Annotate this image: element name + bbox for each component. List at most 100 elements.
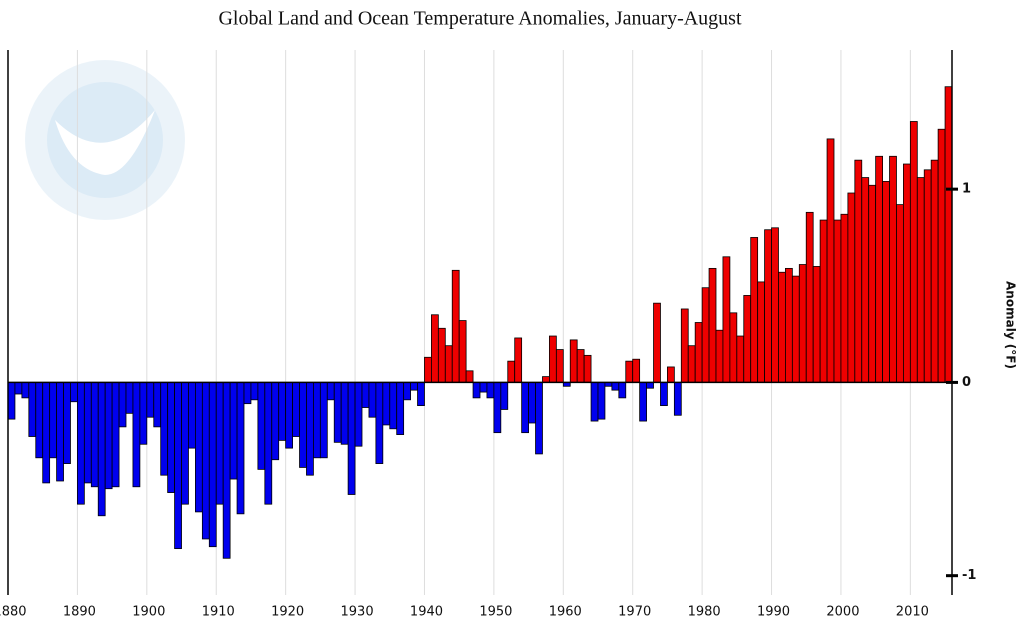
bar — [687, 345, 696, 383]
x-tick-label: 2000 — [826, 605, 859, 620]
bar — [576, 349, 585, 383]
bar — [778, 271, 786, 383]
bar — [507, 360, 516, 383]
bar — [875, 155, 883, 383]
bar — [542, 376, 550, 383]
bar — [736, 335, 745, 383]
bar — [937, 128, 946, 383]
bar — [292, 382, 300, 437]
bar — [340, 382, 349, 445]
bar — [326, 382, 335, 401]
bar — [229, 382, 238, 480]
bar — [56, 382, 64, 482]
bar — [701, 287, 710, 383]
bar — [826, 138, 835, 383]
y-tick-label: 1 — [962, 182, 971, 197]
bar — [333, 382, 342, 443]
bar — [431, 314, 439, 383]
x-tick-label: 1980 — [688, 605, 721, 620]
bar — [785, 267, 793, 383]
y-tick-label: 0 — [962, 375, 971, 390]
bar — [660, 382, 668, 407]
bar — [618, 382, 627, 399]
x-tick-label: 1930 — [341, 605, 374, 620]
bar — [743, 295, 752, 383]
bar — [42, 382, 51, 484]
bar — [243, 382, 252, 405]
bar — [896, 204, 904, 383]
bar — [750, 237, 759, 383]
logo-bird — [55, 110, 155, 175]
bar — [368, 382, 377, 418]
bar — [104, 382, 113, 490]
bar — [625, 360, 634, 383]
bar — [791, 275, 800, 383]
bar — [819, 219, 828, 383]
x-tick-label: 1910 — [202, 605, 235, 620]
bar — [764, 229, 772, 383]
bar — [486, 382, 495, 399]
bar — [812, 266, 821, 383]
bar — [903, 163, 911, 383]
bar — [458, 320, 467, 383]
bar — [111, 382, 120, 488]
x-tick-label: 1960 — [549, 605, 582, 620]
bar — [299, 382, 307, 468]
bar — [757, 281, 765, 383]
bar — [396, 382, 405, 435]
bar — [188, 382, 196, 449]
bar — [14, 382, 23, 395]
bar — [500, 382, 509, 410]
bar — [444, 345, 453, 383]
bar — [479, 382, 488, 393]
logo — [25, 60, 185, 220]
x-tick-label: 1950 — [479, 605, 512, 620]
bar — [118, 382, 127, 428]
x-tick-label: 1900 — [132, 605, 165, 620]
bar — [708, 267, 717, 383]
chart-title: Global Land and Ocean Temperature Anomal… — [218, 8, 742, 30]
bar — [528, 382, 536, 424]
bar — [271, 382, 280, 461]
bar — [63, 382, 71, 464]
x-tick-label: 1920 — [271, 605, 304, 620]
bar — [7, 382, 16, 420]
bar — [833, 219, 842, 383]
bar — [424, 356, 432, 383]
bar — [555, 349, 564, 383]
bar — [132, 382, 141, 488]
x-tick-label: 1880 — [0, 605, 27, 620]
bar — [729, 312, 738, 383]
bar — [805, 211, 814, 383]
bar — [611, 382, 620, 391]
bar — [153, 382, 162, 428]
bar — [319, 382, 328, 459]
bar — [361, 382, 370, 408]
bar — [125, 382, 134, 414]
bar — [77, 382, 85, 505]
bar — [889, 155, 897, 383]
x-tick-label: 1940 — [410, 605, 443, 620]
bar — [646, 382, 654, 389]
bar — [493, 382, 502, 434]
bar — [97, 382, 106, 517]
bar — [597, 382, 606, 420]
bar — [514, 337, 523, 383]
bar — [861, 177, 870, 383]
bar — [146, 382, 155, 418]
bar — [139, 382, 148, 445]
bar — [257, 382, 266, 470]
bar — [410, 382, 418, 391]
bar — [403, 382, 411, 401]
y-axis-label: Anomaly (°F) — [1004, 281, 1018, 369]
bar — [437, 327, 446, 383]
bar — [70, 382, 78, 403]
x-tick-label: 1970 — [618, 605, 651, 620]
bar — [639, 382, 647, 422]
bar — [632, 358, 641, 383]
bar — [590, 382, 599, 422]
bar — [680, 308, 689, 383]
bar — [840, 213, 849, 383]
bar — [694, 322, 703, 383]
bar — [798, 264, 807, 383]
